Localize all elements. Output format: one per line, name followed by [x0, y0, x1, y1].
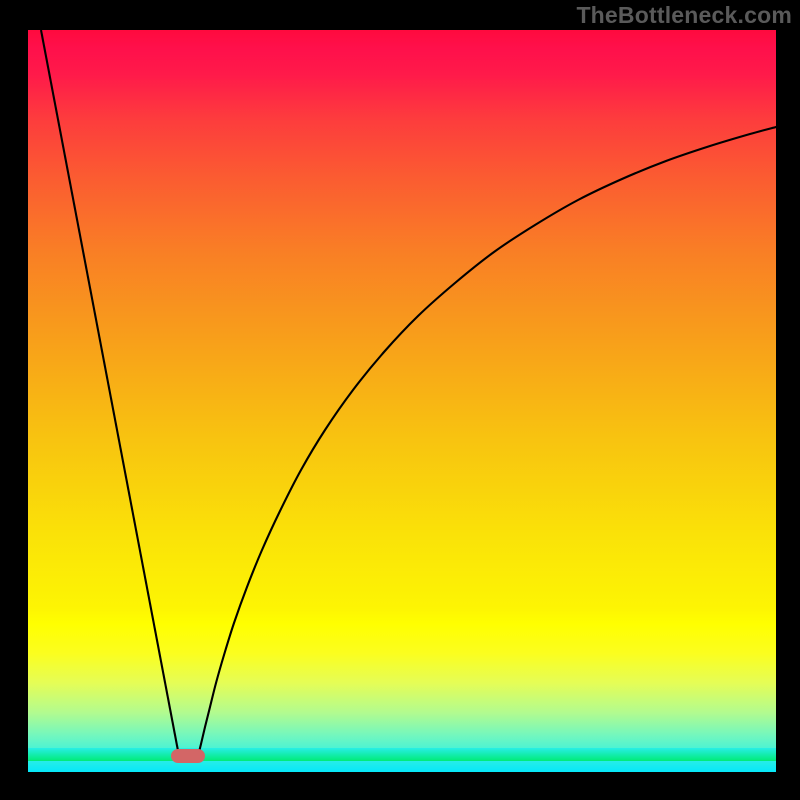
plot-area: [28, 30, 776, 772]
curve-overlay: [28, 30, 776, 772]
min-marker: [171, 749, 205, 763]
right-curve: [198, 127, 776, 756]
left-line: [41, 30, 179, 756]
chart-container: TheBottleneck.com: [0, 0, 800, 800]
watermark-text: TheBottleneck.com: [576, 2, 792, 29]
